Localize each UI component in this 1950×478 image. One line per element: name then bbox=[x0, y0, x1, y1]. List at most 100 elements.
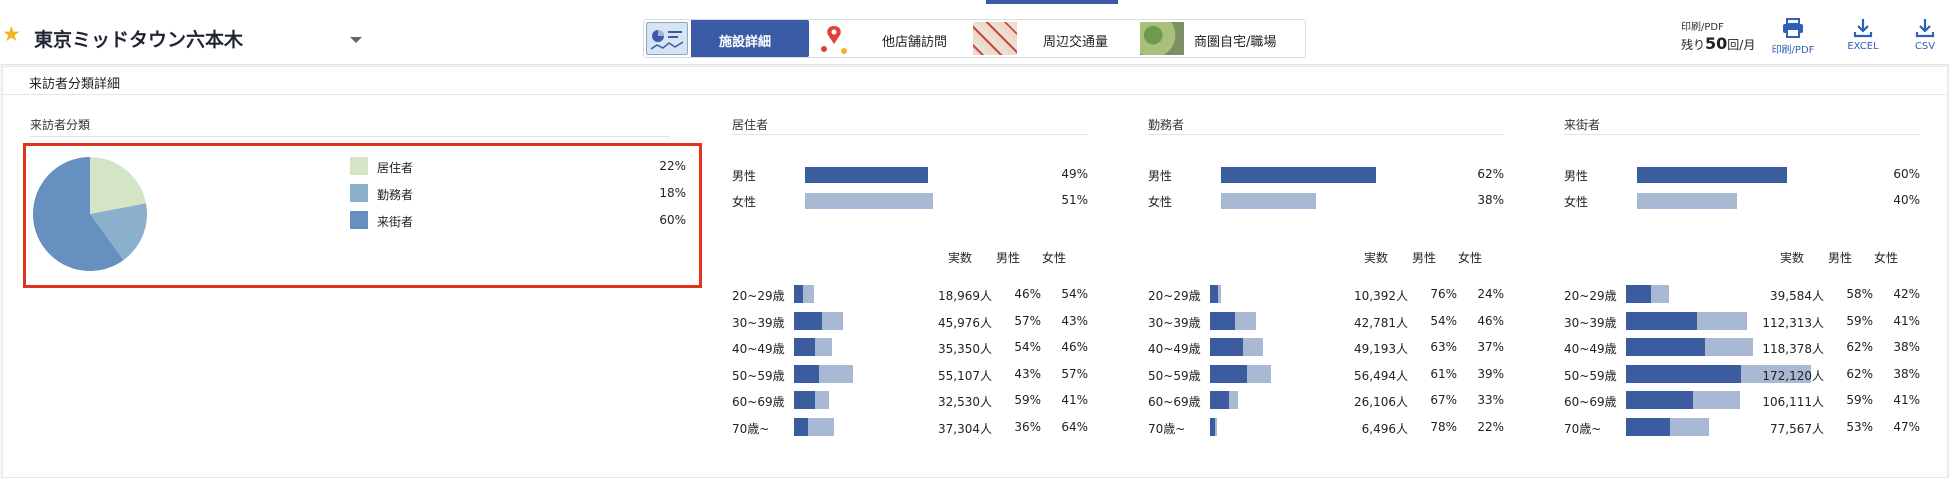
gender-bar bbox=[805, 193, 933, 209]
tab-surrounding-traffic[interactable]: 周辺交通量 bbox=[971, 20, 1137, 57]
gender-percentage: 38% bbox=[1477, 193, 1504, 207]
legend-label: 勤務者 bbox=[377, 188, 414, 202]
age-male-percentage: 62% bbox=[1846, 366, 1873, 381]
column-header-female: 女性 bbox=[1874, 251, 1899, 265]
gender-label: 女性 bbox=[1564, 195, 1589, 209]
divider bbox=[2, 94, 1946, 95]
legend-percentage: 18% bbox=[659, 186, 686, 200]
age-male-percentage: 57% bbox=[1014, 313, 1041, 328]
tab-other-store-visits[interactable]: 他店舗訪問 bbox=[810, 20, 970, 57]
age-female-percentage: 38% bbox=[1893, 366, 1920, 381]
age-bar-female bbox=[1228, 391, 1239, 409]
age-count: 106,111人 bbox=[1762, 395, 1824, 409]
age-female-percentage: 47% bbox=[1893, 419, 1920, 434]
group-title: 来街者 bbox=[1564, 118, 1601, 132]
print-pdf-button[interactable]: 印刷/PDF bbox=[1763, 18, 1823, 58]
tab-trade-area-home-work[interactable]: 商圏自宅/職場 bbox=[1138, 20, 1305, 57]
age-female-percentage: 41% bbox=[1893, 313, 1920, 328]
age-label: 60~69歳 bbox=[732, 395, 785, 409]
gender-percentage: 60% bbox=[1893, 167, 1920, 181]
age-row: 60~69歳 26,106人 67% 33% bbox=[1148, 391, 1504, 409]
age-count: 45,976人 bbox=[938, 315, 992, 330]
group-title: 居住者 bbox=[732, 118, 769, 132]
age-female-percentage: 64% bbox=[1061, 419, 1088, 434]
gender-label: 男性 bbox=[732, 169, 757, 183]
age-female-percentage: 41% bbox=[1893, 393, 1920, 407]
age-bar-female bbox=[1218, 285, 1222, 303]
age-count: 10,392人 bbox=[1354, 289, 1408, 303]
age-count: 55,107人 bbox=[938, 368, 992, 383]
age-female-percentage: 39% bbox=[1477, 366, 1504, 381]
age-bar-male bbox=[1626, 391, 1694, 409]
age-count: 6,496人 bbox=[1361, 421, 1408, 436]
gender-row: 女性 40% bbox=[1564, 192, 1920, 210]
age-bar-male bbox=[1626, 285, 1651, 303]
age-bar-female bbox=[1215, 417, 1217, 436]
age-female-percentage: 54% bbox=[1061, 287, 1088, 301]
age-count: 42,781人 bbox=[1354, 315, 1408, 330]
age-stacked-bar bbox=[794, 311, 844, 330]
gender-percentage: 40% bbox=[1893, 193, 1920, 207]
age-label: 50~59歳 bbox=[1564, 368, 1617, 383]
tab-facility-detail[interactable]: 施設詳細 bbox=[644, 20, 809, 57]
pie-slice-1 bbox=[90, 203, 147, 261]
age-bar-female bbox=[1740, 364, 1811, 383]
age-row: 20~29歳 39,584人 58% 42% bbox=[1564, 285, 1920, 303]
age-bar-female bbox=[1693, 391, 1741, 409]
gender-row: 女性 51% bbox=[732, 192, 1088, 210]
tab-label: 施設詳細 bbox=[719, 35, 772, 50]
legend-item: 居住者 22% bbox=[350, 156, 690, 176]
group-title: 勤務者 bbox=[1148, 118, 1185, 132]
printer-icon bbox=[1783, 18, 1803, 38]
legend-item: 来街者 60% bbox=[350, 210, 690, 230]
age-stacked-bar bbox=[1210, 417, 1217, 436]
age-stacked-bar bbox=[1626, 391, 1741, 409]
gender-percentage: 51% bbox=[1061, 193, 1088, 207]
age-bar-male bbox=[1210, 391, 1229, 409]
age-stacked-bar bbox=[794, 285, 815, 303]
gender-bar bbox=[805, 167, 928, 183]
age-label: 70歳~ bbox=[732, 421, 770, 436]
remaining-count: 50 bbox=[1705, 34, 1728, 53]
gender-bar bbox=[1637, 193, 1737, 209]
age-row: 40~49歳 118,378人 62% 38% bbox=[1564, 338, 1920, 356]
gender-label: 男性 bbox=[1148, 169, 1173, 183]
age-male-percentage: 54% bbox=[1014, 340, 1041, 354]
chart-thumbnail-icon bbox=[646, 22, 688, 55]
legend-swatch bbox=[350, 184, 368, 202]
age-stacked-bar bbox=[1210, 391, 1239, 409]
location-selector[interactable]: 東京ミッドタウン六本木 bbox=[34, 29, 244, 51]
legend-percentage: 60% bbox=[659, 213, 686, 227]
column-header-male: 男性 bbox=[996, 251, 1021, 265]
age-row: 40~49歳 35,350人 54% 46% bbox=[732, 338, 1088, 356]
age-bar-female bbox=[1697, 311, 1747, 330]
chevron-down-icon[interactable] bbox=[350, 37, 362, 43]
age-female-percentage: 41% bbox=[1061, 393, 1088, 407]
age-male-percentage: 58% bbox=[1846, 287, 1873, 301]
age-count: 26,106人 bbox=[1354, 395, 1408, 409]
classification-section-title: 来訪者分類 bbox=[30, 118, 91, 132]
csv-download-button[interactable]: CSV bbox=[1895, 18, 1950, 58]
age-male-percentage: 54% bbox=[1430, 313, 1457, 328]
favorite-star-icon[interactable]: ★ bbox=[2, 22, 21, 46]
age-stacked-bar bbox=[1210, 338, 1263, 356]
excel-download-button[interactable]: EXCEL bbox=[1833, 18, 1893, 58]
group-panel: 居住者 男性 49% 女性 51% 実数 男性 女性 20~29歳 18,969人 46% 54% 30… bbox=[732, 110, 1088, 440]
age-bar-male bbox=[1626, 338, 1705, 356]
age-count: 77,567人 bbox=[1770, 421, 1824, 436]
age-male-percentage: 63% bbox=[1430, 340, 1457, 354]
age-female-percentage: 42% bbox=[1893, 287, 1920, 301]
age-label: 70歳~ bbox=[1564, 421, 1602, 436]
age-female-percentage: 37% bbox=[1477, 340, 1504, 354]
age-stacked-bar bbox=[1210, 285, 1222, 303]
age-stacked-bar bbox=[794, 391, 829, 409]
age-female-percentage: 24% bbox=[1477, 287, 1504, 301]
age-bar-female bbox=[1247, 364, 1271, 383]
age-stacked-bar bbox=[794, 338, 832, 356]
active-indicator bbox=[986, 0, 1118, 4]
column-header-male: 男性 bbox=[1828, 251, 1853, 265]
download-icon bbox=[1853, 19, 1873, 38]
age-male-percentage: 76% bbox=[1430, 287, 1457, 301]
age-bar-female bbox=[1670, 417, 1710, 436]
age-row: 50~59歳 172,120人 62% 38% bbox=[1564, 364, 1920, 383]
